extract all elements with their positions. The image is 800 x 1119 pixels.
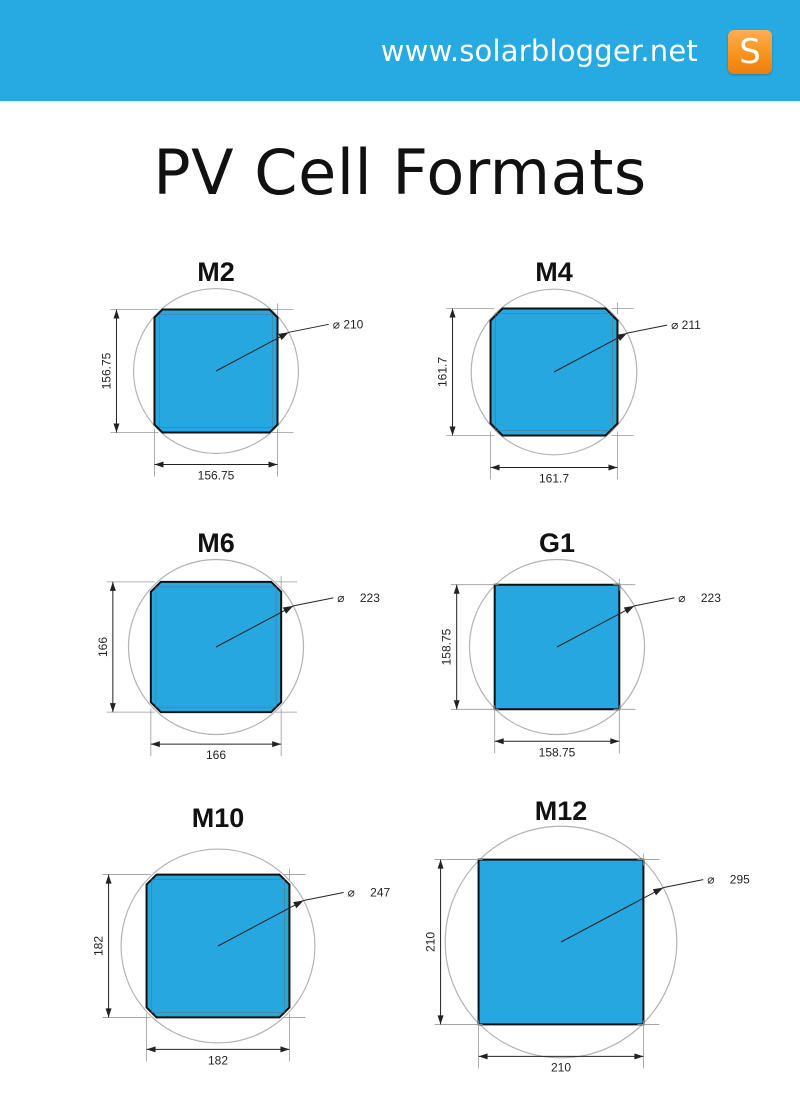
- wafer-circle: [470, 288, 638, 456]
- diameter-leader-line: [217, 900, 304, 947]
- arrow-right-icon: [634, 1053, 644, 1060]
- diameter-label: ⌀ 247: [348, 885, 391, 899]
- arrow-right-icon: [610, 738, 620, 745]
- cell-title: M4: [535, 257, 573, 287]
- arrow-right-icon: [268, 461, 278, 468]
- arrow-left-icon: [490, 464, 500, 471]
- arrow-right-icon: [272, 741, 282, 748]
- arrow-up-icon: [109, 581, 116, 591]
- side-dimension-label-vertical: 158.75: [440, 628, 454, 665]
- cell-m12: M12 210 210 ⌀ 295: [424, 796, 751, 1074]
- arrow-down-icon: [109, 703, 116, 713]
- diameter-leader-line: [556, 605, 635, 648]
- arrow-down-icon: [437, 1015, 444, 1025]
- arrow-left-icon: [150, 741, 160, 748]
- diameter-leader-line: [288, 323, 329, 333]
- diameter-leader-line: [553, 332, 628, 373]
- cell-g1: G1 158.75 158.75 ⌀ 223: [440, 528, 721, 759]
- diameter-leader-line: [215, 605, 294, 648]
- wafer-circle: [468, 558, 646, 736]
- arrow-icon: [623, 605, 635, 614]
- diameter-leader-line: [627, 324, 668, 334]
- diameter-leader-line: [663, 879, 704, 889]
- side-dimension-label-vertical: 156.75: [99, 352, 113, 389]
- arrow-left-icon: [494, 738, 504, 745]
- cell-inner-outline: [495, 313, 613, 431]
- arrow-left-icon: [154, 461, 164, 468]
- arrow-icon: [652, 887, 664, 896]
- site-url[interactable]: www.solarblogger.net: [380, 34, 698, 68]
- side-dimension-label-vertical: 210: [424, 932, 438, 952]
- page-title: PV Cell Formats: [153, 136, 647, 209]
- arrow-right-icon: [280, 1046, 290, 1053]
- cell-m10: M10 182 182 ⌀ 247: [92, 803, 391, 1067]
- arrow-down-icon: [105, 1008, 112, 1018]
- arrow-icon: [293, 900, 304, 909]
- cell-m6: M6 166 166 ⌀ 223: [96, 528, 380, 762]
- arrow-up-icon: [449, 308, 456, 318]
- solarblogger-logo-icon[interactable]: S: [728, 30, 772, 74]
- diameter-label: ⌀ 223: [678, 591, 721, 605]
- arrow-up-icon: [453, 584, 460, 594]
- arrow-icon: [616, 333, 628, 341]
- wafer-circle: [127, 558, 305, 736]
- cell-title: M6: [197, 528, 235, 558]
- diameter-label: ⌀ 223: [337, 591, 380, 605]
- header-bar: www.solarblogger.net S: [0, 0, 800, 101]
- arrow-icon: [278, 332, 289, 341]
- cell-title: M2: [197, 257, 235, 287]
- arrow-icon: [282, 605, 294, 614]
- arrow-right-icon: [608, 464, 618, 471]
- diameter-leader-line: [303, 891, 344, 901]
- side-dimension-label-horizontal: 210: [551, 1060, 571, 1074]
- arrow-left-icon: [146, 1046, 156, 1053]
- diameter-label: ⌀ 210: [333, 317, 364, 331]
- diameter-label: ⌀ 211: [671, 318, 701, 332]
- arrow-up-icon: [105, 874, 112, 884]
- arrow-up-icon: [113, 309, 120, 319]
- cell-inner-outline: [151, 879, 285, 1013]
- wafer-circle: [132, 287, 300, 455]
- side-dimension-label-vertical: 161.7: [436, 357, 450, 387]
- diameter-label: ⌀ 295: [707, 873, 750, 887]
- side-dimension-label-vertical: 182: [92, 936, 106, 956]
- cell-title: G1: [539, 528, 575, 558]
- side-dimension-label-horizontal: 156.75: [198, 469, 235, 483]
- side-dimension-label-horizontal: 161.7: [539, 471, 569, 485]
- wafer-circle: [120, 848, 316, 1044]
- diameter-leader-line: [293, 597, 334, 607]
- arrow-down-icon: [113, 423, 120, 433]
- side-dimension-label-vertical: 166: [96, 637, 110, 657]
- cell-m4: M4 161.7 161.7 ⌀ 211: [436, 257, 702, 485]
- arrow-down-icon: [449, 426, 456, 436]
- arrow-down-icon: [453, 700, 460, 710]
- side-dimension-label-horizontal: 182: [208, 1053, 228, 1067]
- wafer-circle: [444, 825, 678, 1059]
- arrow-left-icon: [478, 1053, 488, 1060]
- cell-title: M10: [192, 803, 245, 833]
- cell-title: M12: [535, 796, 588, 826]
- cell-inner-outline: [159, 314, 273, 428]
- side-dimension-label-horizontal: 166: [206, 748, 226, 762]
- side-dimension-label-horizontal: 158.75: [539, 745, 576, 759]
- arrow-up-icon: [437, 859, 444, 869]
- diameter-leader-line: [215, 331, 290, 372]
- diameter-leader-line: [634, 597, 675, 607]
- diameter-leader-line: [560, 887, 664, 943]
- cell-m2: M2 156.75 156.75 ⌀ 210: [99, 257, 363, 483]
- cell-inner-outline: [155, 586, 277, 708]
